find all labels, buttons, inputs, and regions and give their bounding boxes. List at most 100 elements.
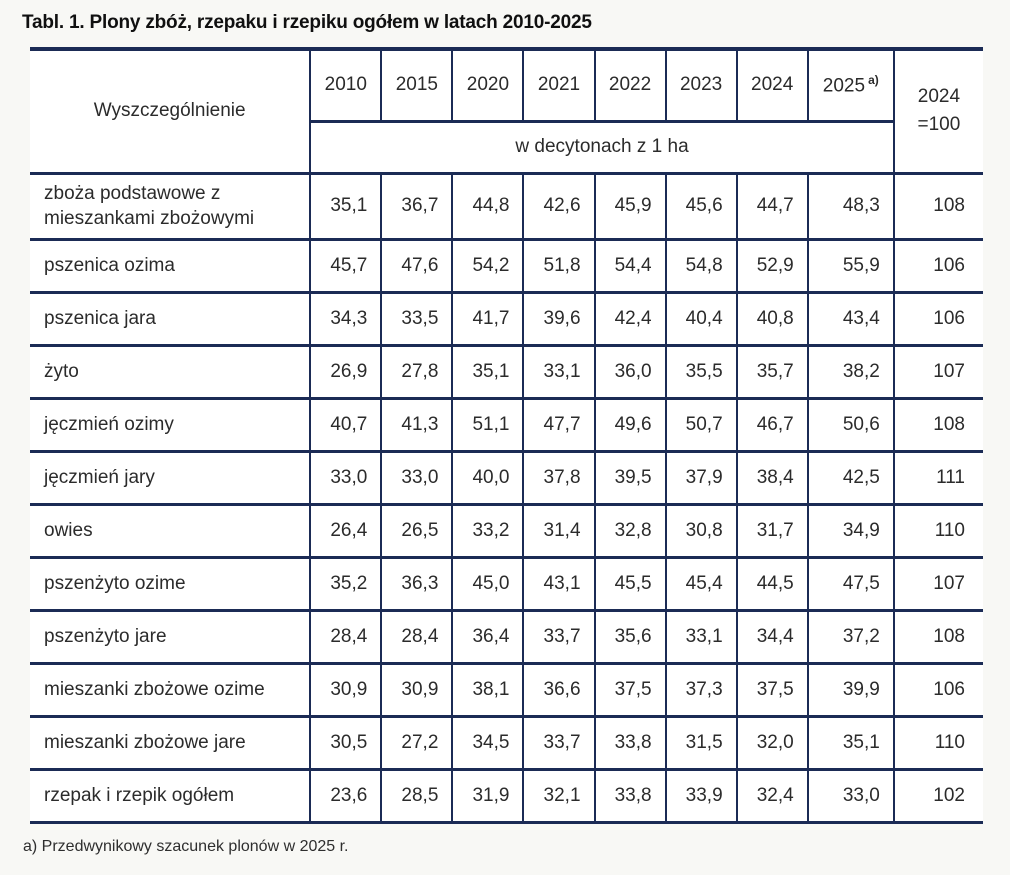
index-cell: 108 — [892, 398, 983, 452]
data-cell: 30,5 — [309, 716, 383, 770]
data-cell: 33,9 — [664, 769, 738, 823]
index-cell: 108 — [892, 610, 983, 664]
index-header-line1: 2024 — [917, 85, 961, 107]
data-cell: 45,0 — [451, 557, 525, 611]
data-cell: 33,8 — [593, 769, 667, 823]
data-cell: 54,8 — [664, 239, 738, 293]
data-cell: 34,4 — [735, 610, 809, 664]
data-cell: 33,7 — [522, 716, 596, 770]
data-cell: 32,1 — [522, 769, 596, 823]
data-cell: 38,1 — [451, 663, 525, 717]
footnote-mark-a: a) — [868, 73, 879, 88]
data-cell: 36,0 — [593, 345, 667, 399]
year-header-2021: 2021 — [522, 49, 596, 121]
data-cell: 46,7 — [735, 398, 809, 452]
index-cell: 111 — [892, 451, 983, 505]
data-cell: 54,2 — [451, 239, 525, 293]
data-cell-2025: 34,9 — [806, 504, 895, 558]
data-cell: 26,5 — [380, 504, 454, 558]
row-label: owies — [30, 504, 312, 558]
data-cell: 42,6 — [522, 173, 596, 240]
data-cell: 39,5 — [593, 451, 667, 505]
row-label: żyto — [30, 345, 312, 399]
data-cell: 32,0 — [735, 716, 809, 770]
index-cell: 107 — [892, 557, 983, 611]
data-cell: 54,4 — [593, 239, 667, 293]
year-header-2023: 2023 — [664, 49, 738, 121]
row-label: pszenżyto jare — [30, 610, 312, 664]
data-cell: 32,4 — [735, 769, 809, 823]
data-cell: 33,2 — [451, 504, 525, 558]
data-cell: 42,4 — [593, 292, 667, 346]
stub-header: Wyszczególnienie — [30, 49, 312, 173]
data-cell: 27,8 — [380, 345, 454, 399]
data-cell: 51,1 — [451, 398, 525, 452]
data-cell: 28,4 — [380, 610, 454, 664]
data-cell: 36,6 — [522, 663, 596, 717]
data-cell: 31,5 — [664, 716, 738, 770]
data-cell-2025: 37,2 — [806, 610, 895, 664]
data-cell: 45,4 — [664, 557, 738, 611]
data-cell: 37,3 — [664, 663, 738, 717]
data-cell: 45,7 — [309, 239, 383, 293]
data-cell: 36,4 — [451, 610, 525, 664]
data-cell: 33,8 — [593, 716, 667, 770]
row-label: jęczmień jary — [30, 451, 312, 505]
data-cell: 45,6 — [664, 173, 738, 240]
table-row: zboża podstawowe z mieszankami zbożowymi… — [30, 173, 983, 240]
data-cell-2025: 39,9 — [806, 663, 895, 717]
data-cell-2025: 43,4 — [806, 292, 895, 346]
data-cell: 50,7 — [664, 398, 738, 452]
data-cell: 28,4 — [309, 610, 383, 664]
data-cell: 45,5 — [593, 557, 667, 611]
data-cell: 31,4 — [522, 504, 596, 558]
data-cell-2025: 50,6 — [806, 398, 895, 452]
table-row: rzepak i rzepik ogółem 23,6 28,5 31,9 32,1 33… — [30, 769, 983, 823]
table-row: jęczmień ozimy 40,7 41,3 51,1 47,7 49,6 50,7 46… — [30, 398, 983, 452]
data-cell: 51,8 — [522, 239, 596, 293]
data-cell-2025: 48,3 — [806, 173, 895, 240]
data-cell: 23,6 — [309, 769, 383, 823]
table-row: mieszanki zbożowe ozime 30,9 30,9 38,1 36,6 3… — [30, 663, 983, 717]
index-header: 2024 =100 — [892, 49, 983, 173]
data-cell: 38,4 — [735, 451, 809, 505]
year-header-2020: 2020 — [451, 49, 525, 121]
unit-subheader: w decytonach z 1 ha — [309, 119, 895, 173]
data-cell: 33,5 — [380, 292, 454, 346]
data-cell: 26,9 — [309, 345, 383, 399]
data-cell: 40,8 — [735, 292, 809, 346]
data-cell-2025: 47,5 — [806, 557, 895, 611]
row-label: pszenica ozima — [30, 239, 312, 293]
data-cell: 43,1 — [522, 557, 596, 611]
table-row: pszenżyto ozime 35,2 36,3 45,0 43,1 45,5 45,4 4… — [30, 557, 983, 611]
data-cell: 35,1 — [451, 345, 525, 399]
data-cell: 33,7 — [522, 610, 596, 664]
row-label: jęczmień ozimy — [30, 398, 312, 452]
year-2025-label: 2025 — [822, 75, 866, 97]
data-cell: 31,9 — [451, 769, 525, 823]
data-cell-2025: 38,2 — [806, 345, 895, 399]
data-cell: 44,7 — [735, 173, 809, 240]
data-cell: 49,6 — [593, 398, 667, 452]
year-header-2024: 2024 — [735, 49, 809, 121]
data-cell: 33,0 — [380, 451, 454, 505]
year-header-2010: 2010 — [309, 49, 383, 121]
row-label: pszenżyto ozime — [30, 557, 312, 611]
data-cell: 35,7 — [735, 345, 809, 399]
table-row: żyto 26,9 27,8 35,1 33,1 36,0 35,5 35,7 38,2 107 — [30, 345, 983, 399]
year-header-2025: 2025 a) — [806, 49, 895, 121]
data-cell: 33,1 — [664, 610, 738, 664]
data-cell-2025: 55,9 — [806, 239, 895, 293]
data-cell-2025: 42,5 — [806, 451, 895, 505]
data-cell: 31,7 — [735, 504, 809, 558]
data-cell: 32,8 — [593, 504, 667, 558]
data-cell: 36,7 — [380, 173, 454, 240]
data-cell: 41,3 — [380, 398, 454, 452]
table-title: Tabl. 1. Plony zbóż, rzepaku i rzepiku o… — [22, 12, 592, 33]
data-cell: 33,0 — [309, 451, 383, 505]
table-row: pszenica ozima 45,7 47,6 54,2 51,8 54,4 54,8 52… — [30, 239, 983, 293]
index-cell: 107 — [892, 345, 983, 399]
index-cell: 102 — [892, 769, 983, 823]
year-header-2022: 2022 — [593, 49, 667, 121]
data-cell-2025: 33,0 — [806, 769, 895, 823]
